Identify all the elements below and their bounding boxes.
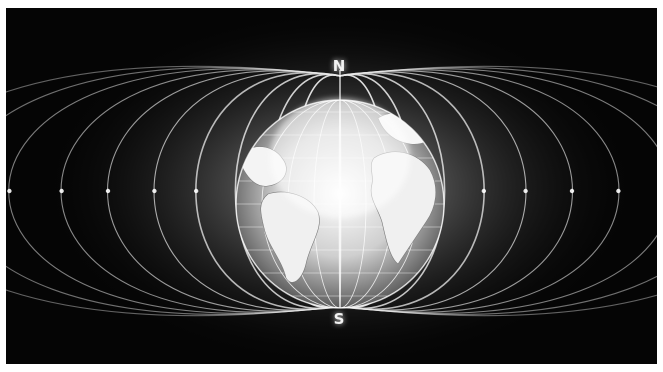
field-line-marker xyxy=(7,188,12,194)
field-line-markers xyxy=(7,188,621,194)
field-line xyxy=(339,72,446,310)
south-pole-label: S xyxy=(333,310,345,328)
magnetic-field-illustration: N S xyxy=(6,8,657,364)
field-line xyxy=(339,67,657,315)
field-line xyxy=(6,65,341,317)
field-line-marker xyxy=(152,188,157,194)
field-line xyxy=(339,65,657,317)
field-line-marker xyxy=(59,188,64,194)
field-line xyxy=(234,72,341,310)
field-line-marker xyxy=(616,188,621,194)
field-line-marker xyxy=(523,188,528,194)
field-line-marker xyxy=(105,188,111,194)
field-line xyxy=(6,67,341,315)
field-line-marker xyxy=(569,188,575,194)
field-canvas xyxy=(6,8,657,364)
north-pole-label: N xyxy=(332,57,346,75)
field-line xyxy=(339,68,657,314)
field-line-marker xyxy=(193,188,199,194)
field-line-marker xyxy=(481,188,487,194)
